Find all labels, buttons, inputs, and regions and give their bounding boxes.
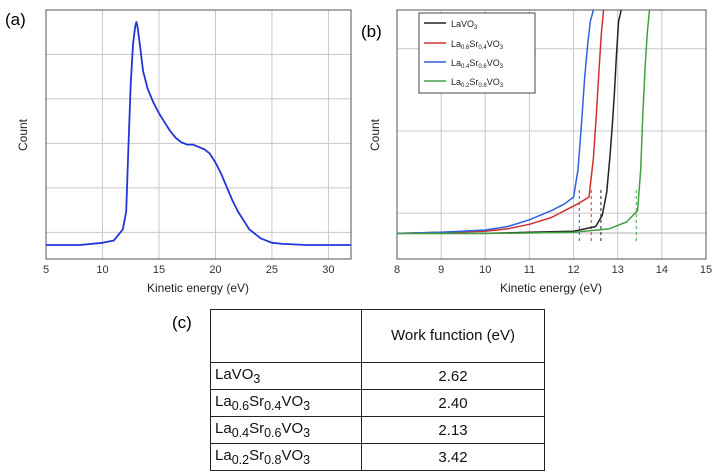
table-cell-value: 3.42: [361, 443, 545, 471]
x-tick-label-b: 13: [612, 264, 624, 276]
plot-frame-b: [396, 9, 707, 260]
x-tick-label-a: 30: [322, 264, 334, 276]
x-tick-label-a: 15: [153, 264, 165, 276]
y-axis-label-a: Count: [16, 118, 30, 151]
x-tick-label-b: 8: [394, 264, 400, 276]
x-tick-label-b: 12: [567, 264, 579, 276]
panel-label-c: (c): [172, 313, 192, 332]
x-tick-label-b: 15: [700, 264, 712, 276]
x-axis-label-a: Kinetic energy (eV): [147, 281, 249, 295]
x-tick-label-a: 25: [266, 264, 278, 276]
y-axis-label-b: Count: [368, 118, 382, 151]
table-cell-value: 2.40: [361, 389, 545, 417]
x-tick-label-b: 9: [438, 264, 444, 276]
table-cell-compound: La0.6Sr0.4VO3: [210, 389, 362, 417]
x-tick-label-b: 14: [656, 264, 668, 276]
table-cell-compound: La0.2Sr0.8VO3: [210, 443, 362, 471]
panel-label-b: (b): [361, 22, 382, 41]
work-function-table: Work function (eV) LaVO3 2.62 La0.6Sr0.4…: [210, 309, 545, 471]
table-cell-value: 2.62: [361, 362, 545, 390]
table-row: La0.4Sr0.6VO3 2.13: [210, 416, 545, 444]
x-tick-label-a: 5: [43, 264, 49, 276]
panel-label-a: (a): [5, 10, 26, 29]
series-line-b: [397, 9, 651, 235]
series-line-b: [396, 9, 595, 235]
x-axis-label-b: Kinetic energy (eV): [500, 281, 602, 295]
x-tick-label-a: 20: [209, 264, 221, 276]
plot-frame-a: [45, 9, 352, 260]
table-header-row: Work function (eV): [210, 309, 545, 363]
table-header-blank: [210, 309, 362, 363]
x-tick-label-a: 10: [96, 264, 108, 276]
legend-label-lavo3: LaVO3: [451, 19, 478, 31]
table-row: La0.6Sr0.4VO3 2.40: [210, 389, 545, 417]
series-line-b: [396, 9, 605, 235]
x-tick-label-b: 10: [479, 264, 491, 276]
series-line-a: [46, 21, 351, 246]
table-row: LaVO3 2.62: [210, 362, 545, 390]
x-tick-label-b: 11: [524, 264, 535, 276]
table-cell-compound: La0.4Sr0.6VO3: [210, 416, 362, 444]
table-row: La0.2Sr0.8VO3 3.42: [210, 443, 545, 471]
table-header-work-function: Work function (eV): [361, 309, 545, 363]
legend-b: LaVO3 La0.6Sr0.4VO3 La0.4Sr0.6VO3 La0.2S…: [418, 12, 536, 94]
table-cell-value: 2.13: [361, 416, 545, 444]
table-cell-compound: LaVO3: [210, 362, 362, 390]
